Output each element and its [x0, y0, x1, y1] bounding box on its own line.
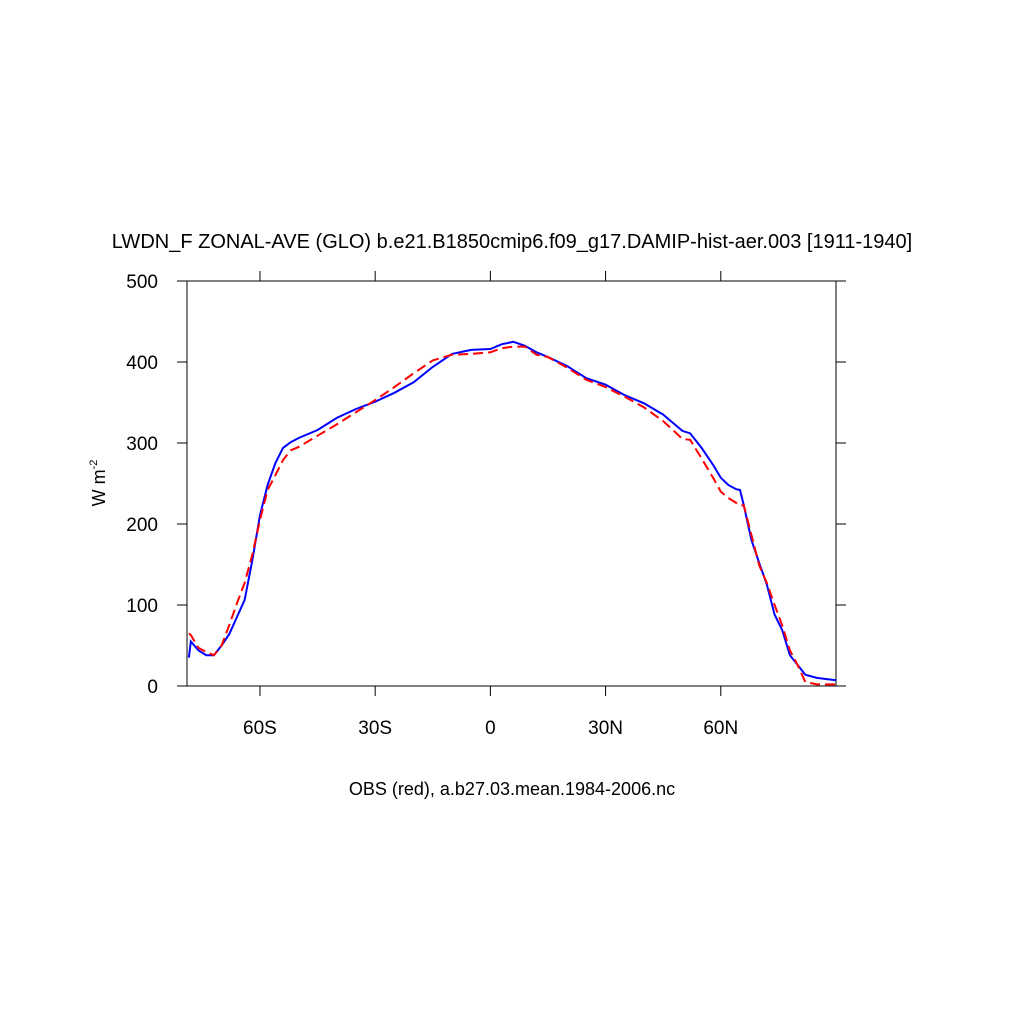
y-tick-label: 200: [126, 515, 158, 536]
caption: OBS (red), a.b27.03.mean.1984-2006.nc: [349, 779, 675, 799]
y-tick-label: 100: [126, 596, 158, 617]
y-tick-label: 300: [126, 434, 158, 455]
y-label-sup: -2: [88, 460, 100, 470]
x-tick-label: 30S: [358, 718, 392, 739]
plot-frame: [186, 280, 837, 687]
x-tick-label: 60S: [243, 718, 277, 739]
x-tick-label: 60N: [703, 718, 738, 739]
x-tick-label: 30N: [588, 718, 623, 739]
chart-title: LWDN_F ZONAL-AVE (GLO) b.e21.B1850cmip6.…: [112, 231, 912, 253]
x-tick-label: 0: [485, 718, 496, 739]
y-tick-label: 500: [126, 272, 158, 293]
y-label-text: W m-2: [88, 460, 109, 507]
series-line: [188, 345, 836, 686]
series-line: [187, 340, 837, 682]
y-axis-label: W m-2: [88, 460, 109, 507]
y-tick-label: 0: [147, 677, 158, 698]
y-tick-label: 400: [126, 353, 158, 374]
y-label-main: W m: [89, 469, 109, 506]
